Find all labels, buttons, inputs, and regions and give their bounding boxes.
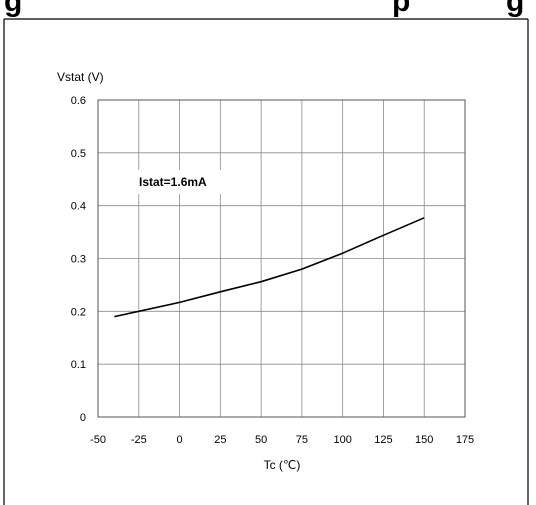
plot-area-border [97,99,466,418]
y-tick-label: 0.3 [71,254,86,266]
y-axis-title: Vstat (V) [57,70,104,84]
y-tick-labels: 0 0.1 0.2 0.3 0.4 0.5 0.6 [71,95,86,424]
grid [97,99,466,418]
x-tick-label: 175 [456,434,474,446]
header-fragment-end: g [506,0,524,18]
plot-border [97,99,466,418]
x-tick-label: -25 [131,434,147,446]
series-layer [114,217,425,318]
y-tick-label: 0.2 [71,306,86,318]
annotation-label: Istat=1.6mA [139,175,207,189]
y-tick-label: 0 [80,412,86,424]
y-tick-label: 0.5 [71,148,86,160]
x-tick-label: 125 [374,434,392,446]
y-tick-label: 0.6 [71,95,86,107]
header-fragment-left: g [4,0,22,18]
series-line-vstat [114,217,425,318]
x-tick-label: -50 [90,434,106,446]
annotation-background [137,170,233,194]
x-tick-label: 0 [176,434,182,446]
y-tick-label: 0.1 [71,359,86,371]
x-tick-label: 25 [214,434,226,446]
header-fragment-right: p [392,0,410,18]
x-tick-label: 50 [255,434,267,446]
y-tick-label: 0.4 [71,201,86,213]
x-axis-title: Tc (℃) [264,458,301,472]
x-tick-labels: -50 -25 0 25 50 75 100 125 150 175 [90,434,474,446]
x-tick-label: 100 [333,434,351,446]
x-tick-label: 75 [296,434,308,446]
x-tick-label: 150 [415,434,433,446]
